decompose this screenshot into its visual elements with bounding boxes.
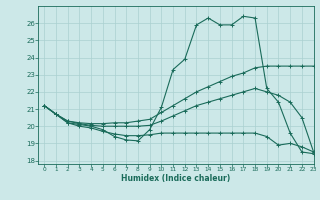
X-axis label: Humidex (Indice chaleur): Humidex (Indice chaleur) bbox=[121, 174, 231, 183]
